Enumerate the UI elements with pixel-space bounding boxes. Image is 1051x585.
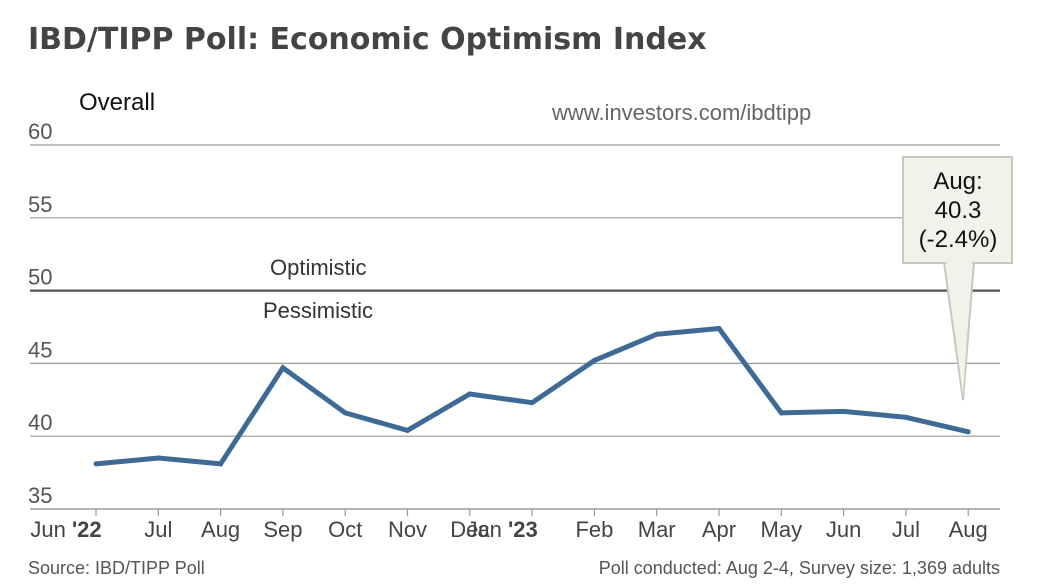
x-tick-label: Oct [328,517,362,542]
data-series [93,325,971,467]
y-tick-label: 45 [28,337,52,362]
x-tick-label: Apr [702,517,736,542]
x-tick-label: Jul [892,517,920,542]
optimistic-label: Optimistic [270,255,367,280]
data-point [654,331,660,337]
data-point [716,325,722,331]
data-point [778,410,784,416]
data-point [591,357,597,363]
data-point [342,410,348,416]
y-tick-label: 55 [28,192,52,217]
x-tick-label: Jun '22 [30,517,101,542]
data-point [93,461,99,467]
y-tick-label: 40 [28,410,52,435]
data-point [467,391,473,397]
data-point [903,414,909,420]
poll-note: Poll conducted: Aug 2-4, Survey size: 1,… [599,558,1000,578]
x-tick-label: Jan '23 [466,517,537,542]
callout-box [902,156,1013,264]
x-tick-label: Mar [638,517,676,542]
y-axis-ticks: 60 55 50 45 40 35 [28,119,52,508]
data-point [965,429,971,435]
callout-pointer-fill [946,260,972,396]
x-tick-label: Jul [144,517,172,542]
y-tick-label: 50 [28,265,52,290]
callout-line-value: 40.3 [935,197,982,224]
x-tick-label: Sep [263,517,302,542]
x-tick-label: Nov [388,517,427,542]
x-tick-label: Dec [450,517,489,542]
year-marker: '22 [72,517,102,542]
data-point [155,455,161,461]
latest-value-callout: Aug: 40.3 (-2.4%) [902,156,1013,401]
x-tick-label: Jun [826,517,861,542]
x-tick-label: Aug [949,517,988,542]
series-line [95,325,969,467]
data-point [280,365,286,371]
source-url: www.investors.com/ibdtipp [551,100,811,125]
x-tick-label: May [761,517,803,542]
data-point [405,427,410,433]
source-note: Source: IBD/TIPP Poll [28,558,205,578]
chart-subtitle: Overall [79,89,155,116]
callout-line-month: Aug: [933,168,982,195]
y-tick-label: 35 [28,483,52,508]
y-tick-label: 60 [28,119,52,144]
callout-line-change: (-2.4%) [919,226,998,253]
data-point [529,400,535,406]
gridlines [30,144,1000,510]
data-point [218,461,224,467]
chart-title: IBD/TIPP Poll: Economic Optimism Index [28,22,707,57]
pessimistic-label: Pessimistic [263,298,373,323]
year-marker: '23 [508,517,538,542]
data-point [841,408,847,414]
x-tick-label: Feb [575,517,613,542]
x-tick-label: Aug [201,517,240,542]
